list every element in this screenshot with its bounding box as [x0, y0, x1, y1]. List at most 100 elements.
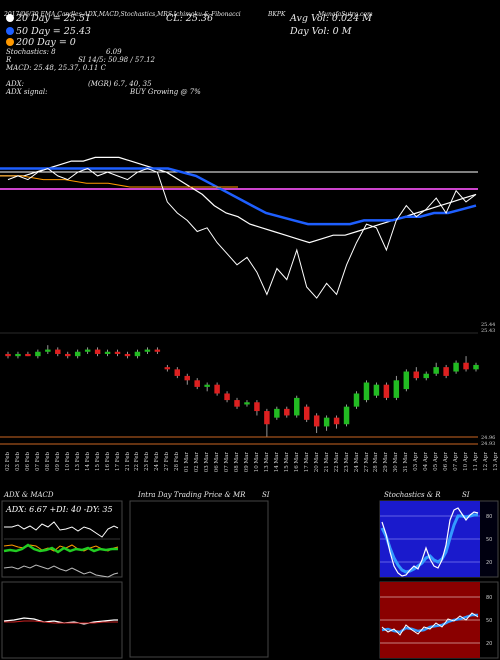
date-tick-label: 15 Mar	[283, 452, 290, 473]
price-axis-label: 24.93	[481, 441, 496, 447]
candle-body	[264, 411, 270, 425]
ema200-line	[0, 175, 238, 188]
candle-body	[5, 353, 11, 357]
legend-ema200-dot	[6, 38, 14, 46]
adx-readout: ADX: 6.67 +DI: 40 -DY: 35	[5, 505, 113, 514]
si-panel	[379, 581, 499, 659]
adx-di-plus-line	[4, 521, 119, 538]
date-tick-label: 17 Feb	[114, 452, 121, 472]
intraday-panel-si: SI	[262, 491, 270, 499]
price-line	[7, 167, 477, 299]
main-price-chart	[0, 156, 479, 445]
candle-body	[353, 393, 360, 407]
candle-body	[254, 402, 260, 412]
date-tick-label: 03 Feb	[15, 452, 21, 472]
date-tick-label: 09 Feb	[54, 452, 61, 472]
date-tick-label: 03 Mar	[204, 452, 211, 473]
avg-volume: Avg Vol: 0.024 M	[290, 13, 372, 24]
date-tick-label: 22 Mar	[333, 452, 340, 473]
candle-body	[35, 351, 41, 357]
date-tick-label: 07 Feb	[34, 452, 41, 472]
date-tick-label: 15 Feb	[94, 452, 101, 472]
candle-body	[323, 417, 330, 427]
symbol-label: BKPK	[268, 11, 286, 18]
stoch-panel-si: SI	[462, 491, 470, 499]
candle-body	[204, 384, 210, 387]
stoch-k: 6.09	[106, 48, 122, 56]
date-tick-label: 14 Mar	[273, 452, 280, 473]
date-tick-label: 04 Apr	[423, 452, 430, 471]
candle-body	[393, 380, 400, 398]
date-tick-label: 24 Feb	[154, 452, 161, 472]
date-tick-label: 09 Mar	[244, 452, 250, 473]
date-tick-label: 10 Mar	[253, 452, 260, 473]
date-tick-label: 13 Apr	[492, 452, 499, 471]
candle-body	[84, 349, 91, 352]
date-tick-label: 08 Feb	[44, 452, 51, 472]
si-line: SI 14/5: 50.98 / 57.12	[78, 56, 155, 64]
buy-signal: BUY Growing @ 7%	[130, 88, 201, 96]
date-tick-label: 02 Feb	[5, 452, 11, 472]
candle-body	[284, 408, 290, 416]
candle-body	[383, 384, 390, 398]
stoch-r: R	[6, 56, 12, 64]
date-tick-label: 10 Apr	[463, 452, 469, 471]
adx-di-minus-line	[3, 544, 119, 552]
date-tick-label: 27 Mar	[363, 452, 370, 473]
legend-ema50-dot	[6, 27, 14, 35]
date-tick-label: 13 Mar	[263, 452, 270, 473]
macd-signal-line	[4, 620, 118, 624]
date-tick-label: 12 Apr	[483, 452, 489, 471]
candle-body	[303, 406, 310, 420]
date-tick-label: 23 Feb	[144, 452, 151, 472]
candle-body	[55, 349, 61, 354]
candle-body	[473, 364, 479, 370]
stoch-panel-bg	[380, 501, 480, 577]
date-tick-label: 27 Feb	[164, 452, 171, 472]
date-tick-label: 28 Mar	[373, 452, 380, 473]
macd-line: MACD: 25.48, 25.37, 0.11 C	[6, 64, 106, 72]
legend-ema20-dot	[6, 14, 14, 22]
stoch-axis-label: 80	[486, 514, 492, 520]
adx-panel	[1, 500, 123, 578]
date-tick-label: 06 Mar	[214, 452, 221, 473]
adx-values: (MGR) 6.7, 40, 35	[88, 80, 152, 88]
stoch-panel	[379, 500, 499, 578]
candle-body	[313, 415, 320, 427]
date-tick-label: 14 Feb	[84, 452, 91, 472]
stoch-axis-label: 50	[486, 537, 492, 543]
candle-body	[343, 406, 350, 425]
candle-body	[244, 402, 250, 405]
date-tick-label: 03 Apr	[413, 452, 420, 471]
candle-body	[134, 351, 141, 357]
macd-panel	[1, 581, 123, 659]
si-line	[381, 612, 479, 636]
si-avg-line	[381, 613, 478, 634]
date-tick-label: 06 Feb	[24, 452, 31, 472]
price-axis-label: 24.96	[481, 435, 496, 441]
si-axis-label: 50	[486, 618, 492, 624]
candle-body	[94, 349, 101, 354]
adx-label: ADX:	[6, 80, 25, 88]
price-axis-label: 25.44	[481, 322, 496, 328]
candle-body	[124, 353, 131, 357]
header-site: MunafaSutra.com	[318, 11, 373, 18]
candle-body	[184, 375, 190, 381]
candle-body	[443, 367, 449, 376]
adx-line	[3, 543, 118, 554]
date-tick-label: 28 Feb	[174, 452, 181, 472]
candle-body	[154, 349, 161, 352]
date-tick-label: 11 Apr	[473, 452, 479, 471]
price-axis-label: 25.43	[481, 328, 496, 334]
date-tick-label: 02 Mar	[194, 452, 201, 473]
candle-body	[174, 369, 181, 376]
adx-lower-line	[3, 564, 119, 578]
date-tick-label: 08 Mar	[234, 452, 240, 473]
date-tick-label: 23 Mar	[343, 452, 350, 473]
candle-body	[65, 353, 71, 357]
si-axis-label: 80	[486, 595, 492, 601]
candle-body	[413, 371, 419, 379]
candle-body	[294, 397, 300, 416]
stoch-axis-label: 20	[486, 560, 492, 566]
date-tick-label: 16 Mar	[293, 452, 300, 473]
